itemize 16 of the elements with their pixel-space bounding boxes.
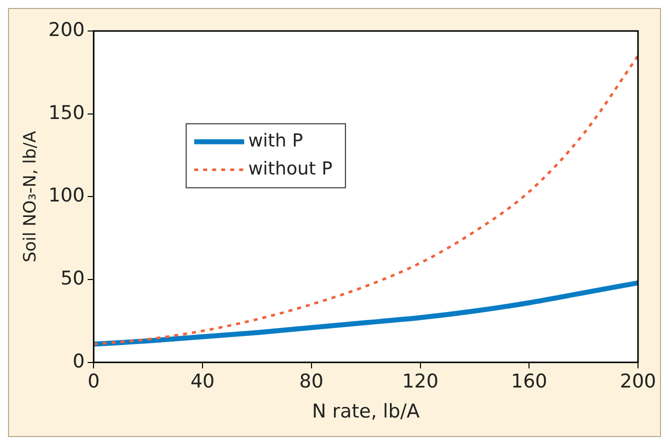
y-tick-label: 100 — [48, 184, 85, 207]
x-tick-label: 200 — [620, 370, 656, 393]
y-axis-title: Soil NO₃-N, lb/A — [20, 130, 41, 262]
y-tick-label: 0 — [72, 350, 85, 372]
x-tick-label: 120 — [402, 370, 438, 393]
x-axis-title: N rate, lb/A — [312, 400, 420, 423]
y-tick-label: 50 — [60, 267, 85, 290]
line-series — [94, 54, 638, 346]
legend-label: with P — [248, 130, 304, 152]
x-tick-label: 0 — [88, 370, 100, 393]
x-tick-label: 80 — [299, 370, 324, 393]
legend-label: without P — [248, 158, 333, 180]
x-tick-label: 40 — [190, 370, 215, 393]
x-tick-label: 160 — [511, 370, 548, 393]
y-tick-label: 150 — [48, 102, 85, 124]
y-tick-label: 200 — [48, 18, 85, 41]
